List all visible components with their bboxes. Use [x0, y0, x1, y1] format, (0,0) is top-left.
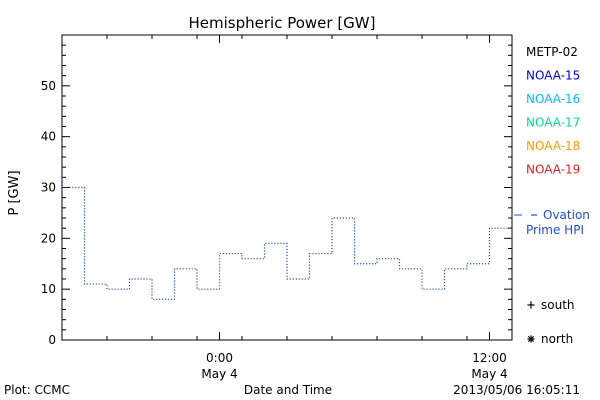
y-tick-label: 20: [41, 231, 56, 245]
plot-frame: [61, 34, 513, 341]
y-tick-label: 40: [41, 130, 56, 144]
footer-timestamp: 2013/05/06 16:05:11: [453, 383, 580, 397]
x-tick-date-label: May 4: [201, 367, 237, 381]
legend-entry-noaa-19: NOAA-19: [526, 163, 580, 177]
marker-legend-symbol: [527, 335, 535, 343]
y-axis-label: P [GW]: [7, 170, 22, 215]
legend-entry-noaa-18: NOAA-18: [526, 139, 580, 153]
legend-entry-noaa-16: NOAA-16: [526, 92, 580, 106]
ovation-prime-hpi-line: [62, 171, 512, 300]
ovation-step-path: [62, 171, 512, 300]
marker-legend-south: south: [527, 298, 575, 312]
footer-credit: Plot: CCMC: [4, 383, 70, 397]
y-tick-label: 50: [41, 79, 56, 93]
x-tick-time-label: 12:00: [472, 351, 507, 365]
y-tick-label: 0: [48, 333, 56, 347]
marker-stroke: [527, 335, 535, 343]
x-tick-date-label: May 4: [471, 367, 507, 381]
ovation-legend-label: Ovation: [543, 208, 590, 222]
y-axis: 0 10 20 30 40 50: [41, 44, 512, 347]
marker-legend-label: south: [541, 298, 575, 312]
marker-legend-label: north: [541, 332, 573, 346]
marker-legend-symbol: [527, 301, 535, 309]
plot-border: [61, 34, 513, 341]
legend-entry-metp-02: METP-02: [526, 45, 578, 59]
chart-title: Hemispheric Power [GW]: [189, 14, 376, 32]
x-tick-time-label: 0:00: [206, 351, 233, 365]
legend-entry-noaa-15: NOAA-15: [526, 69, 580, 83]
y-tick-label: 30: [41, 181, 56, 195]
x-axis-label: Date and Time: [244, 383, 332, 397]
legend-entry-noaa-17: NOAA-17: [526, 116, 580, 130]
legend: METP-02 NOAA-15 NOAA-16 NOAA-17 NOAA-18 NOAA-…: [514, 45, 590, 346]
ovation-legend-label-2: Prime HPI: [526, 223, 584, 237]
y-tick-label: 10: [41, 282, 56, 296]
marker-legend-north: north: [527, 332, 573, 346]
